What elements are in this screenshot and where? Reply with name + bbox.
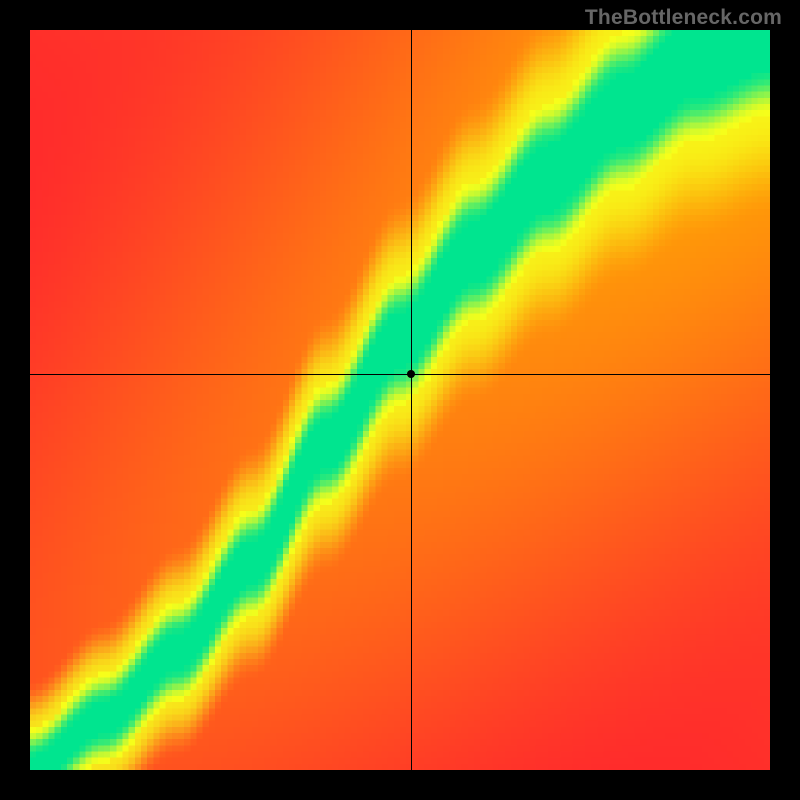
crosshair-dot — [407, 370, 415, 378]
crosshair-vertical — [411, 30, 412, 770]
heatmap-canvas — [30, 30, 770, 770]
crosshair-horizontal — [30, 374, 770, 375]
chart-container: TheBottleneck.com — [0, 0, 800, 800]
plot-area — [30, 30, 770, 770]
watermark-text: TheBottleneck.com — [585, 6, 782, 30]
